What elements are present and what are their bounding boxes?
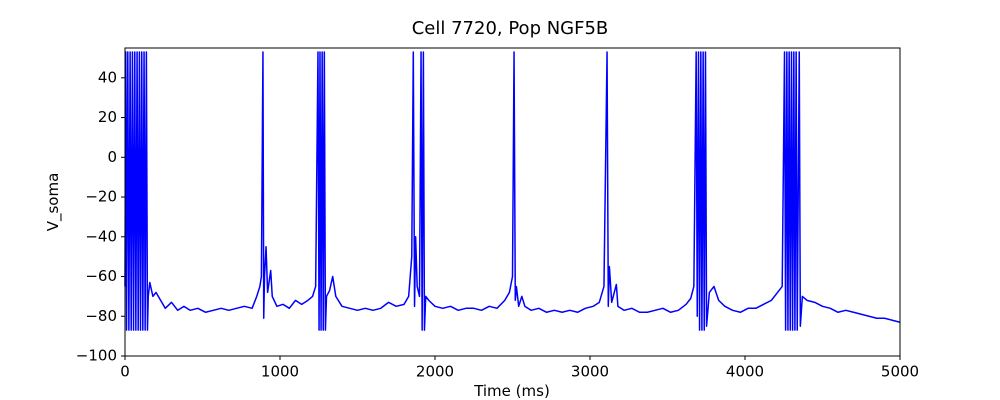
y-tick-label: −40 xyxy=(85,227,117,245)
x-tick-label: 5000 xyxy=(881,363,919,381)
x-axis-label: Time (ms) xyxy=(473,382,550,400)
y-tick-label: 20 xyxy=(98,108,117,126)
voltage-trace xyxy=(124,51,901,331)
x-tick-label: 4000 xyxy=(726,363,764,381)
y-tick-label: 0 xyxy=(107,148,117,166)
x-tick-label: 0 xyxy=(120,363,130,381)
x-tick-label: 1000 xyxy=(261,363,299,381)
plot-frame xyxy=(124,47,901,357)
chart-title: Cell 7720, Pop NGF5B xyxy=(412,18,609,39)
y-tick-label: −20 xyxy=(85,188,117,206)
y-tick-label: −100 xyxy=(76,347,117,365)
y-tick-label: 40 xyxy=(98,68,117,86)
y-axis-label: V_soma xyxy=(44,173,63,232)
y-tick-label: −80 xyxy=(85,307,117,325)
x-tick-label: 2000 xyxy=(416,363,454,381)
y-tick-label: −60 xyxy=(85,267,117,285)
x-tick-label: 3000 xyxy=(571,363,609,381)
